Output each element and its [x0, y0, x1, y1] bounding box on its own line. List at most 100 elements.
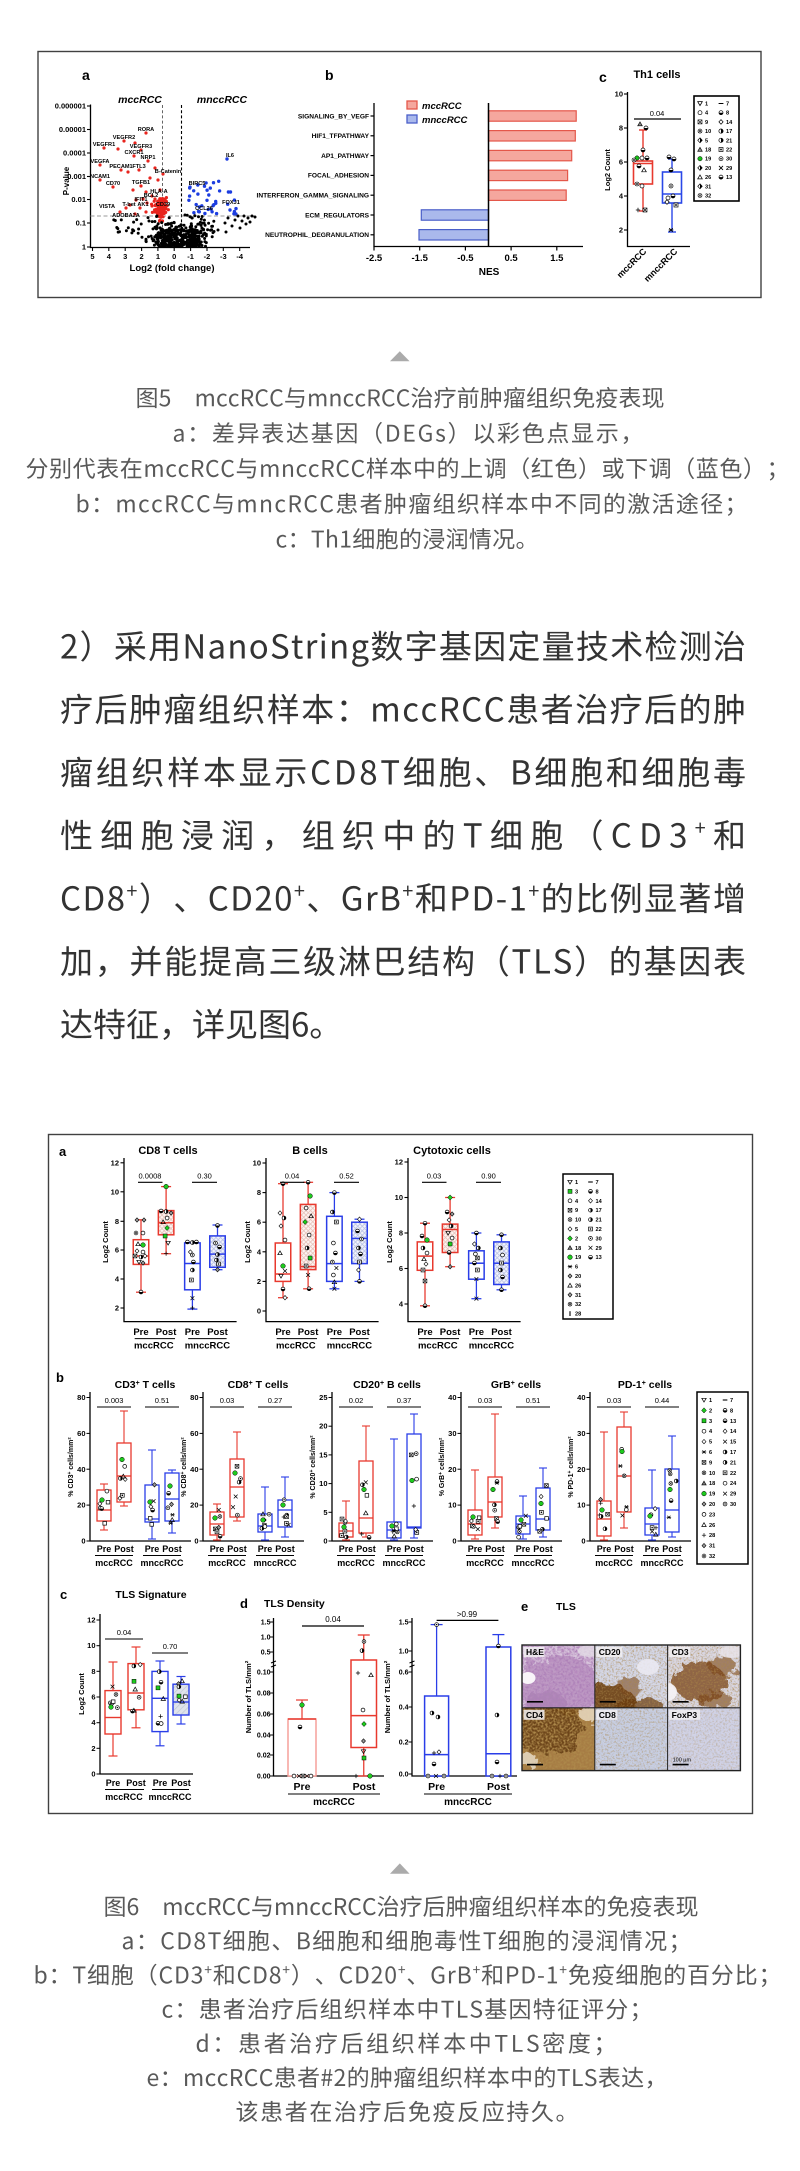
svg-text:0.04: 0.04 [650, 109, 665, 118]
svg-text:% CD3+ cells/mm²: % CD3+ cells/mm² [67, 1437, 75, 1497]
svg-text:CD3+ T cells: CD3+ T cells [115, 1379, 176, 1391]
svg-text:19: 19 [705, 157, 711, 163]
svg-text:0.03: 0.03 [220, 1396, 235, 1405]
svg-text:Pre: Pre [327, 1327, 342, 1338]
svg-text:0.00001: 0.00001 [59, 125, 86, 134]
svg-text:30: 30 [730, 1502, 736, 1508]
svg-text:4: 4 [107, 252, 112, 261]
svg-text:>0.99: >0.99 [457, 1610, 478, 1619]
svg-text:2: 2 [619, 226, 623, 235]
svg-text:P-value: P-value [62, 166, 71, 195]
svg-text:VEGFR2: VEGFR2 [113, 135, 135, 141]
svg-text:29: 29 [596, 1246, 602, 1252]
svg-text:21: 21 [596, 1218, 602, 1224]
svg-text:e: e [521, 1599, 528, 1614]
svg-text:mccRCC: mccRCC [276, 1341, 316, 1352]
svg-text:mccRCC: mccRCC [418, 1341, 458, 1352]
svg-text:0: 0 [581, 1537, 585, 1546]
svg-text:SIGNALING_BY_VEGF: SIGNALING_BY_VEGF [298, 113, 369, 120]
svg-text:60: 60 [190, 1429, 198, 1438]
svg-text:CD8: CD8 [599, 1710, 616, 1720]
svg-text:9: 9 [709, 1460, 712, 1466]
svg-text:Pre: Pre [339, 1544, 354, 1554]
svg-text:2: 2 [91, 1744, 95, 1753]
svg-text:18: 18 [705, 148, 711, 154]
svg-text:60: 60 [77, 1429, 85, 1438]
svg-text:0.0: 0.0 [399, 1771, 409, 1778]
svg-text:Number of TLS/mm²: Number of TLS/mm² [383, 1660, 392, 1733]
svg-text:ADOBA2A: ADOBA2A [112, 213, 140, 219]
svg-text:4: 4 [115, 1275, 120, 1284]
svg-text:6: 6 [91, 1693, 95, 1702]
svg-text:Post: Post [156, 1327, 177, 1338]
svg-text:0.04: 0.04 [257, 1732, 271, 1739]
svg-text:0.1: 0.1 [76, 219, 86, 228]
svg-text:Pre: Pre [145, 1544, 160, 1554]
svg-text:100 µm: 100 µm [673, 1758, 692, 1764]
svg-text:28: 28 [575, 1312, 581, 1318]
svg-text:Pre: Pre [106, 1778, 121, 1788]
svg-text:10: 10 [615, 90, 623, 99]
svg-text:% CD20+ cells/mm²: % CD20+ cells/mm² [309, 1435, 317, 1499]
svg-text:80: 80 [77, 1393, 85, 1402]
svg-text:26: 26 [705, 175, 711, 181]
svg-text:FOCAL_ADHESION: FOCAL_ADHESION [308, 173, 369, 180]
svg-text:H&E: H&E [526, 1647, 544, 1657]
svg-text:Number of TLS/mm²: Number of TLS/mm² [244, 1660, 253, 1733]
svg-text:10: 10 [709, 1471, 715, 1477]
svg-text:NEUTROPHIL_DEGRANULATION: NEUTROPHIL_DEGRANULATION [265, 232, 369, 239]
svg-text:CD8 T cells: CD8 T cells [138, 1145, 197, 1157]
svg-text:31: 31 [705, 184, 711, 190]
svg-text:12: 12 [87, 1616, 95, 1625]
svg-text:15: 15 [730, 1440, 736, 1446]
svg-text:mnccRCC: mnccRCC [469, 1341, 515, 1352]
svg-text:Log2 (fold change): Log2 (fold change) [130, 263, 215, 274]
svg-text:7: 7 [730, 1398, 733, 1404]
svg-text:0: 0 [81, 1537, 85, 1546]
svg-text:25: 25 [319, 1393, 327, 1402]
svg-text:TLS Density: TLS Density [264, 1598, 325, 1610]
svg-text:FTL3: FTL3 [132, 164, 145, 170]
svg-text:CD39: CD39 [156, 202, 170, 208]
svg-text:0.27: 0.27 [268, 1396, 283, 1405]
svg-text:c: c [60, 1587, 67, 1602]
svg-text:AK1: AK1 [137, 202, 148, 208]
svg-text:10: 10 [448, 1501, 456, 1510]
svg-text:mccRCC: mccRCC [466, 1558, 504, 1568]
svg-text:5: 5 [323, 1508, 327, 1517]
svg-text:2: 2 [115, 1304, 119, 1313]
svg-text:29: 29 [726, 166, 732, 172]
svg-text:20: 20 [190, 1501, 198, 1510]
svg-text:0.10: 0.10 [257, 1669, 271, 1676]
svg-text:Post: Post [491, 1327, 512, 1338]
svg-text:Pre: Pre [97, 1544, 112, 1554]
svg-text:1.5: 1.5 [261, 1619, 271, 1626]
svg-text:mccRCC: mccRCC [595, 1558, 633, 1568]
svg-text:26: 26 [575, 1283, 581, 1289]
svg-text:B-Catenin: B-Catenin [155, 169, 182, 175]
svg-text:HLA-A: HLA-A [150, 189, 167, 195]
svg-text:30: 30 [596, 1236, 602, 1242]
svg-text:a: a [82, 67, 90, 83]
svg-text:-2: -2 [204, 252, 211, 261]
svg-text:b: b [56, 1370, 64, 1385]
svg-text:20: 20 [709, 1502, 715, 1508]
svg-text:8: 8 [91, 1667, 95, 1676]
svg-text:0.03: 0.03 [427, 1172, 442, 1181]
svg-text:mccRCC: mccRCC [208, 1558, 246, 1568]
svg-text:mccRCC: mccRCC [337, 1558, 375, 1568]
svg-text:-3: -3 [220, 252, 227, 261]
svg-text:Pre: Pre [387, 1544, 402, 1554]
svg-text:0.0001: 0.0001 [63, 149, 86, 158]
svg-text:2: 2 [140, 252, 144, 261]
svg-text:CD3: CD3 [672, 1647, 689, 1657]
svg-text:mnccRCC: mnccRCC [511, 1558, 555, 1568]
svg-text:10: 10 [87, 1641, 95, 1650]
svg-text:40: 40 [577, 1393, 585, 1402]
svg-text:13: 13 [730, 1419, 736, 1425]
svg-text:mnccRCC: mnccRCC [140, 1558, 184, 1568]
svg-text:b: b [325, 67, 334, 83]
svg-text:Post: Post [114, 1544, 134, 1554]
svg-text:Pre: Pre [516, 1544, 531, 1554]
svg-text:Log2 Count: Log2 Count [603, 149, 612, 191]
